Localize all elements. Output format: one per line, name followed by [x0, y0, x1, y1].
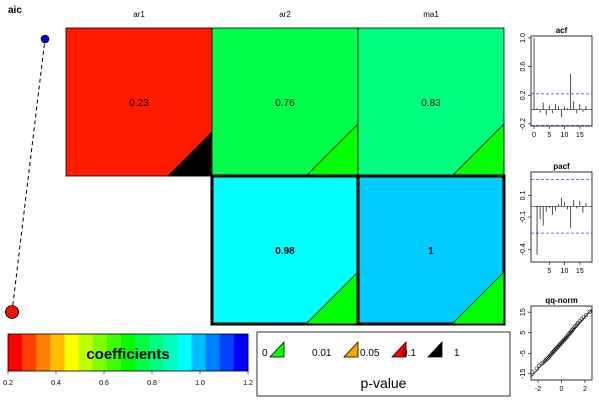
coefficients-legend: coefficients 0.2 0.4 0.6 0.8 1.0 1.2: [3, 333, 253, 387]
colorbar-swatch-6: [92, 334, 108, 371]
acf-panel: acf 0 5 10 15 -0.2 0.2 0.6 1.0: [520, 26, 593, 139]
column-label-ar2: ar2: [279, 10, 291, 19]
qq-point-43: [587, 309, 592, 314]
colorbar-swatch-1: [22, 334, 37, 371]
coefficient-value-ar2-row1: 0.76: [275, 98, 295, 109]
acf-y-tick-label: 0.6: [520, 62, 527, 72]
p-value-legend-label-0.05: 0.05: [360, 348, 380, 359]
colorbar-swatch-10: [149, 334, 164, 371]
qq-norm-panel: qq-norm -2 0 2 -15 -5 5 15: [520, 296, 593, 393]
qq-point-40: [579, 317, 584, 322]
acf-x-tick-label: 0: [532, 132, 536, 139]
pacf-title: pacf: [553, 162, 570, 171]
p-value-legend-label-1: 1: [454, 348, 460, 359]
acf-title: acf: [556, 26, 568, 35]
pacf-panel: pacf 5 10 15 -0.4 -0.1 0.1: [520, 162, 593, 275]
colorbar-swatch-15: [219, 334, 235, 371]
qq-x-tick-label: -2: [535, 386, 541, 393]
qq-point-9: [547, 353, 552, 358]
colorbar-tick-label: 0.2: [3, 380, 13, 387]
qq-y-tick-label: -15: [520, 369, 527, 379]
colorbar-swatch-16: [233, 334, 249, 371]
colorbar-swatch-11: [163, 334, 178, 371]
colorbar-swatch-5: [78, 334, 94, 371]
qq-point-41: [581, 315, 586, 320]
qq-x-tick-label: 0: [560, 386, 564, 393]
p-value-legend-title: p-value: [361, 375, 407, 391]
qq-x-tick-label: 2: [583, 386, 587, 393]
pacf-y-tick-label: -0.4: [520, 243, 527, 255]
colorbar-swatch-7: [106, 334, 122, 371]
colorbar-swatch-13: [191, 334, 207, 371]
qq-y-tick-label: -5: [520, 350, 527, 356]
qq-point-34: [571, 326, 576, 331]
colorbar-swatch-9: [135, 334, 150, 371]
colorbar-swatch-12: [177, 334, 193, 371]
colorbar-swatch-0: [8, 334, 23, 371]
column-label-ma1: ma1: [423, 10, 439, 19]
acf-y-tick-label: 0.2: [520, 90, 527, 100]
coefficient-value-ar2-row2: 0.98: [275, 246, 295, 257]
pacf-x-tick-label: 15: [576, 268, 584, 275]
aic-point-start: [40, 34, 50, 44]
colorbar-swatch-8: [120, 334, 136, 371]
aic-panel: aic: [5, 5, 50, 319]
colorbar-tick-label: 1.0: [195, 380, 205, 387]
coefficient-value-ar1-row1: 0.23: [129, 98, 149, 109]
colorbar-tick-label: 0.6: [99, 380, 109, 387]
heatmap-cell-ar1-row1: [65, 27, 213, 177]
coefficient-heatmap: ar1 ar2 ma1 0.23 0.76 0.83 0.98 1: [65, 10, 506, 326]
qq-point-5: [543, 358, 548, 363]
pacf-x-tick-label: 5: [547, 268, 551, 275]
qq-point-35: [572, 325, 577, 330]
qq-point-6: [544, 357, 549, 362]
colorbar-frame: [7, 333, 249, 372]
pacf-y-tick-label: 0.1: [520, 191, 527, 201]
coefficient-value-ma1-row2: 1: [428, 246, 434, 257]
aic-title: aic: [8, 5, 22, 16]
acf-x-tick-label: 5: [547, 132, 551, 139]
qq-point-7: [545, 356, 550, 361]
colorbar-swatch-3: [50, 334, 65, 371]
qq-point-1: [534, 366, 539, 371]
acf-y-tick-label: -0.2: [520, 118, 527, 130]
colorbar-tick-label: 0.8: [147, 380, 157, 387]
p-value-legend-triangle-0.01: [343, 340, 359, 358]
acf-y-tick-label: 1.0: [520, 33, 527, 43]
pacf-y-tick-label: -0.1: [520, 211, 527, 223]
column-label-ar1: ar1: [133, 10, 145, 19]
p-value-legend: 0 0.01 0.05 0.1 1 p-value: [256, 331, 511, 397]
acf-x-tick-label: 15: [576, 132, 584, 139]
p-value-legend-label-0.1: 0.1: [402, 348, 416, 359]
aic-path: [11, 38, 46, 313]
coefficient-value-ma1-row1: 0.83: [421, 98, 441, 109]
colorbar-label: coefficients: [86, 346, 169, 363]
qq-point-42: [584, 312, 589, 318]
qq-point-0: [530, 369, 535, 374]
acf-x-tick-label: 10: [561, 132, 569, 139]
p-value-legend-frame: [256, 331, 511, 397]
qq-point-2: [537, 363, 542, 368]
p-value-legend-label-0: 0: [262, 348, 268, 359]
colorbar-swatch-4: [64, 334, 80, 371]
aic-point-end: [5, 305, 19, 319]
colorbar-tick-label: 1.2: [243, 380, 253, 387]
pvalue-triangle-ma1-row2: [451, 271, 505, 325]
p-value-legend-label-0.01: 0.01: [312, 348, 332, 359]
qq-title: qq-norm: [545, 296, 577, 305]
p-value-legend-triangle-0: [269, 340, 285, 358]
p-value-legend-triangle-0.1: [427, 340, 443, 358]
acf-frame: [530, 35, 593, 127]
qq-y-tick-label: 5: [520, 331, 527, 335]
p-value-legend-triangle-0.05: [391, 340, 407, 358]
qq-y-tick-label: 15: [520, 308, 527, 316]
colorbar-tick-label: 0.4: [51, 380, 61, 387]
colorbar-swatch-14: [205, 334, 221, 371]
colorbar-swatch-2: [36, 334, 51, 371]
pacf-x-tick-label: 10: [561, 268, 569, 275]
